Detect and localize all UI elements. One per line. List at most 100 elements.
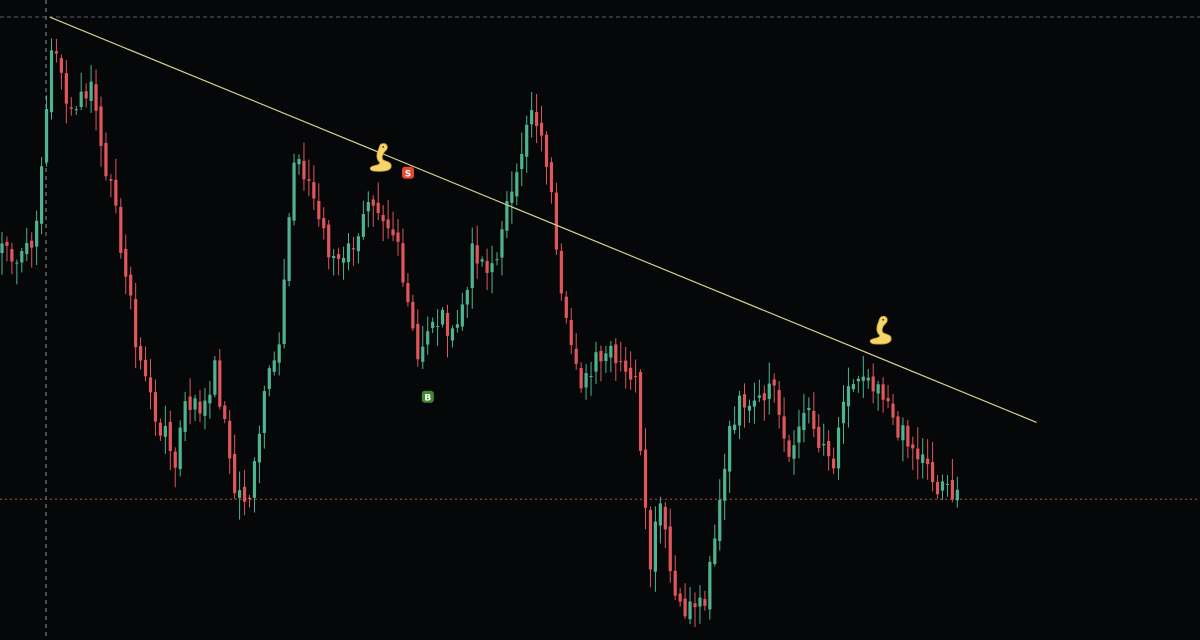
candle (718, 479, 722, 551)
candle-body (89, 81, 93, 101)
candle (480, 256, 484, 267)
candle-body (252, 461, 257, 498)
candle (64, 60, 68, 124)
candle-body (10, 249, 14, 262)
cobra-icon-shape (369, 143, 392, 172)
candle (520, 132, 524, 187)
candle-body (213, 360, 217, 395)
candle-body (812, 410, 816, 429)
candle-body (416, 323, 420, 360)
cobra-icon-eye (382, 146, 385, 148)
candle-body (371, 199, 375, 206)
candle-body (648, 510, 653, 570)
candle-body (817, 426, 821, 449)
candle (668, 508, 672, 583)
candle (940, 474, 945, 500)
candle-body (733, 424, 737, 431)
candle (530, 91, 534, 138)
candle-body (426, 331, 430, 345)
candle (317, 183, 321, 227)
candle-body (64, 73, 68, 104)
candle (366, 191, 370, 228)
candle (44, 95, 49, 167)
candle (827, 430, 831, 471)
candle-body (292, 162, 296, 221)
candle (609, 340, 613, 373)
candle-body (163, 425, 167, 437)
candle-body (381, 214, 385, 222)
candle (812, 392, 816, 438)
candle-body (79, 91, 83, 107)
candle-body (703, 599, 707, 606)
candle-body (822, 443, 826, 446)
candle-body (723, 468, 727, 501)
candle-body (99, 106, 103, 146)
candle-body (25, 243, 29, 255)
candle (74, 106, 78, 115)
candle (262, 385, 266, 449)
candle-body (124, 248, 128, 277)
candle-body (564, 296, 568, 318)
sell-signal-badge[interactable]: S (402, 166, 414, 180)
candle-body (30, 240, 34, 248)
candle (391, 211, 395, 242)
candle (272, 351, 276, 376)
candle-body (737, 395, 742, 426)
candle (574, 333, 578, 370)
candle-body (307, 179, 311, 181)
descending-trendline[interactable] (49, 16, 1037, 423)
candle-body (713, 538, 717, 564)
candle-body (203, 400, 207, 416)
candle-body (436, 325, 440, 327)
candle (916, 427, 920, 480)
candle (30, 232, 34, 268)
candle (787, 434, 791, 463)
candle-body (851, 384, 855, 390)
candle-body (525, 124, 529, 157)
candle-body (247, 497, 252, 499)
candle-body (282, 279, 286, 345)
candle-body (549, 162, 554, 193)
candle (327, 220, 331, 270)
candle-body (886, 398, 890, 402)
candle (896, 411, 900, 441)
candle (797, 409, 801, 459)
sell-signal-box (402, 166, 414, 179)
candle (658, 496, 662, 544)
candle (381, 205, 385, 242)
candle-body (267, 368, 271, 390)
candle-body (178, 427, 182, 470)
candle (866, 368, 870, 389)
candle (94, 69, 98, 131)
candle-body (688, 601, 692, 620)
candle-body (302, 160, 306, 180)
candle-body (594, 352, 598, 372)
candle (836, 417, 841, 480)
candle (238, 471, 242, 520)
candle (297, 154, 301, 175)
candle (579, 362, 583, 393)
candle (683, 583, 687, 619)
candle-body (931, 462, 935, 483)
buy-signal-badge[interactable]: B (421, 390, 434, 404)
candle-body (495, 259, 499, 261)
candle (767, 362, 771, 415)
candle-body (35, 220, 39, 247)
candle (15, 259, 19, 285)
candle (188, 378, 192, 425)
candle (277, 332, 281, 376)
candle (129, 266, 133, 310)
candle-body (728, 425, 732, 472)
candle-body (792, 445, 796, 459)
candle (79, 72, 83, 111)
candle-body (262, 391, 266, 433)
candle-body (772, 379, 776, 386)
candle-body (574, 348, 578, 364)
candle (460, 292, 464, 331)
candle (911, 436, 915, 470)
candle (742, 383, 747, 428)
candle-body (698, 597, 702, 607)
candle (173, 447, 177, 488)
candle-body (653, 521, 657, 572)
